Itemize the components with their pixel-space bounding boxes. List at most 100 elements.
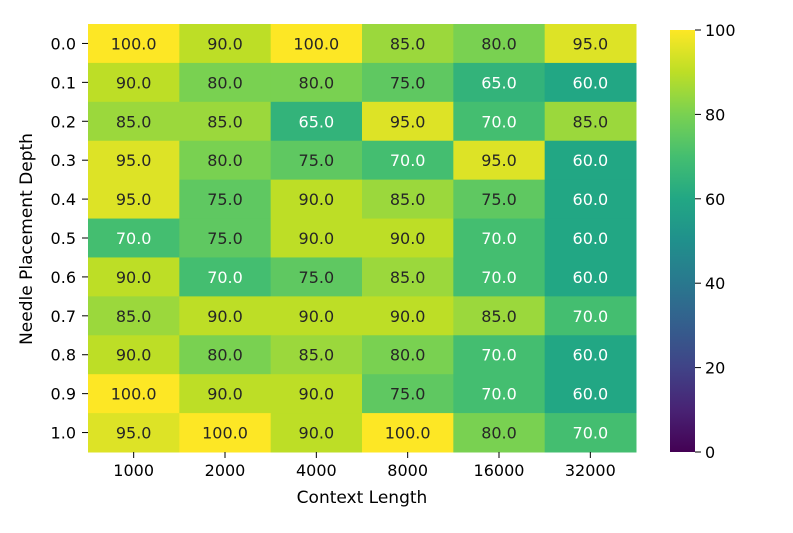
heatmap-cell xyxy=(362,24,454,64)
cell-value-label: 90.0 xyxy=(207,34,243,53)
cell-value-label: 80.0 xyxy=(207,346,243,365)
cell-value-label: 85.0 xyxy=(481,307,517,326)
cell-value-label: 70.0 xyxy=(207,268,243,287)
heatmap-cell xyxy=(270,62,363,103)
heatmap-cell xyxy=(270,335,363,375)
cell-value-label: 100.0 xyxy=(293,34,339,53)
heatmap-cell xyxy=(362,101,454,142)
y-tick-label: 0.9 xyxy=(51,385,76,404)
heatmap-cell xyxy=(270,24,363,64)
cell-value-label: 85.0 xyxy=(390,34,426,53)
colorbar-tick-label: 100 xyxy=(705,21,736,40)
heatmap-cell xyxy=(88,374,180,414)
cell-value-label: 100.0 xyxy=(111,34,157,53)
heatmap-cell xyxy=(270,140,363,181)
cell-value-label: 80.0 xyxy=(207,73,243,92)
heatmap-cell xyxy=(88,101,180,142)
heatmap-cell xyxy=(544,257,637,297)
cell-value-label: 60.0 xyxy=(573,346,609,365)
cell-value-label: 85.0 xyxy=(116,307,152,326)
cell-value-label: 70.0 xyxy=(573,307,609,326)
cell-value-label: 70.0 xyxy=(481,346,517,365)
cell-value-label: 90.0 xyxy=(116,73,152,92)
heatmap-cell xyxy=(270,218,363,258)
heatmap-cell xyxy=(544,413,637,453)
cell-value-label: 100.0 xyxy=(202,424,248,443)
cell-value-label: 90.0 xyxy=(390,229,426,248)
cell-value-label: 75.0 xyxy=(299,268,335,287)
heatmap-cells xyxy=(88,24,637,453)
heatmap-cell xyxy=(544,335,637,375)
cell-value-label: 60.0 xyxy=(573,385,609,404)
cell-value-label: 90.0 xyxy=(299,307,335,326)
heatmap-cell xyxy=(88,335,180,375)
heatmap-cell xyxy=(453,257,546,297)
cell-value-label: 70.0 xyxy=(481,385,517,404)
cell-value-label: 75.0 xyxy=(207,190,243,209)
cell-value-label: 90.0 xyxy=(116,268,152,287)
heatmap-cell xyxy=(179,374,272,414)
cell-value-label: 90.0 xyxy=(116,346,152,365)
cell-value-label: 60.0 xyxy=(573,190,609,209)
y-tick-label: 0.5 xyxy=(51,229,76,248)
heatmap-cell xyxy=(544,218,637,258)
colorbar-tick-label: 20 xyxy=(705,359,725,378)
heatmap-cell xyxy=(179,140,272,181)
heatmap-cell xyxy=(544,296,637,336)
cell-value-label: 85.0 xyxy=(573,112,609,131)
heatmap-cell xyxy=(453,296,546,336)
cell-value-label: 85.0 xyxy=(207,112,243,131)
heatmap-cell xyxy=(362,374,454,414)
heatmap-cell xyxy=(88,179,180,220)
heatmap-cell-labels: 100.0 90.0 100.0 85.0 80.0 95.0 90.0 80.0 80.0 75… xyxy=(111,34,608,442)
cell-value-label: 75.0 xyxy=(207,229,243,248)
cell-value-label: 70.0 xyxy=(116,229,152,248)
cell-value-label: 100.0 xyxy=(385,424,431,443)
heatmap-cell xyxy=(544,24,637,64)
cell-value-label: 60.0 xyxy=(573,151,609,170)
y-tick-label: 0.8 xyxy=(51,346,76,365)
heatmap-cell xyxy=(270,101,363,142)
cell-value-label: 80.0 xyxy=(390,346,426,365)
heatmap-cell xyxy=(179,218,272,258)
cell-value-label: 70.0 xyxy=(481,268,517,287)
heatmap-cell xyxy=(453,62,546,103)
heatmap-cell xyxy=(544,140,637,181)
cell-value-label: 95.0 xyxy=(116,424,152,443)
heatmap-cell xyxy=(88,62,180,103)
y-tick-label: 0.7 xyxy=(51,307,76,326)
cell-value-label: 90.0 xyxy=(390,307,426,326)
heatmap-cell xyxy=(179,62,272,103)
heatmap-cell xyxy=(362,257,454,297)
heatmap-cell xyxy=(453,218,546,258)
cell-value-label: 80.0 xyxy=(481,34,517,53)
cell-value-label: 80.0 xyxy=(207,151,243,170)
heatmap-cell xyxy=(88,257,180,297)
y-tick-label: 1.0 xyxy=(51,424,76,443)
cell-value-label: 65.0 xyxy=(481,73,517,92)
heatmap-cell xyxy=(179,413,272,453)
cell-value-label: 90.0 xyxy=(299,424,335,443)
cell-value-label: 95.0 xyxy=(481,151,517,170)
heatmap-cell xyxy=(453,413,546,453)
cell-value-label: 70.0 xyxy=(390,151,426,170)
heatmap-cell xyxy=(179,24,272,64)
heatmap-cell xyxy=(270,296,363,336)
heatmap-cell xyxy=(453,140,546,181)
heatmap-cell xyxy=(88,140,180,181)
heatmap-cell xyxy=(362,62,454,103)
cell-value-label: 90.0 xyxy=(207,385,243,404)
colorbar-tick-label: 60 xyxy=(705,190,725,209)
cell-value-label: 90.0 xyxy=(207,307,243,326)
heatmap-cell xyxy=(88,413,180,453)
heatmap-cell xyxy=(88,296,180,336)
heatmap-cell xyxy=(179,257,272,297)
cell-value-label: 65.0 xyxy=(299,112,335,131)
y-tick-label: 0.2 xyxy=(51,112,76,131)
y-tick-label: 0.6 xyxy=(51,268,76,287)
heatmap-cell xyxy=(544,62,637,103)
x-tick-label: 8000 xyxy=(387,461,428,480)
colorbar-tick-label: 40 xyxy=(705,274,725,293)
cell-value-label: 85.0 xyxy=(299,346,335,365)
